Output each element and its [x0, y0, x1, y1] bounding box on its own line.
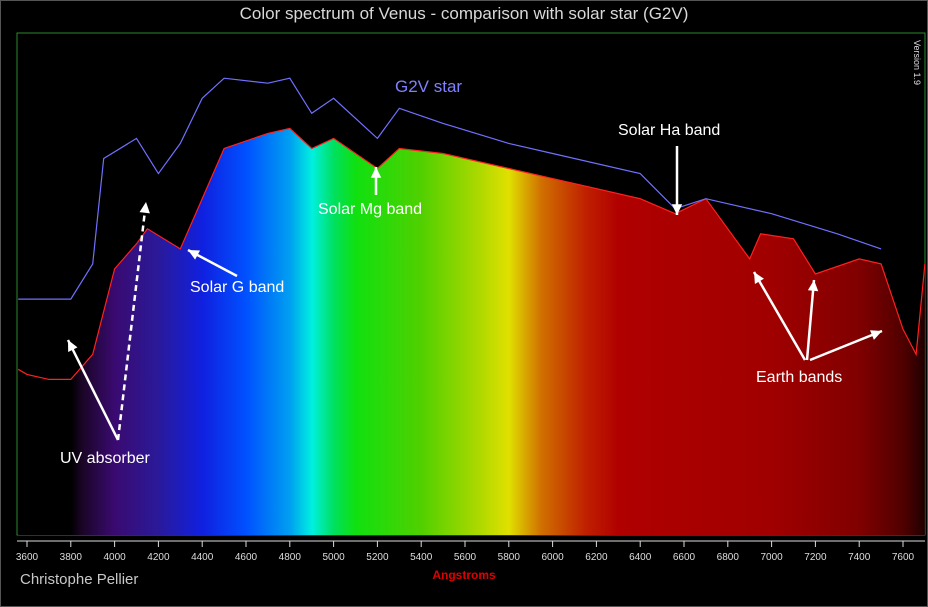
- arrow-solar-g-head: [188, 250, 200, 260]
- arrow-earth-band-1-head: [754, 272, 764, 284]
- x-tick-label: 6600: [673, 552, 696, 563]
- x-tick-label: 3800: [60, 552, 83, 563]
- x-tick-label: 7400: [848, 552, 871, 563]
- x-tick-label: 4600: [235, 552, 258, 563]
- arrow-earth-band-2: [805, 279, 816, 361]
- x-tick-label: 5800: [498, 552, 521, 563]
- x-tick-label: 4200: [147, 552, 170, 563]
- x-tick-label: 3600: [16, 552, 39, 563]
- arrow-uv-absorber: [66, 339, 120, 441]
- arrow-earth-band-1: [752, 271, 807, 361]
- arrow-uv-absorber-dashed-head: [139, 202, 150, 214]
- arrow-solar-mg-head: [370, 167, 382, 178]
- annotation-solar-ha: Solar Ha band: [618, 122, 721, 139]
- annotation-solar-mg: Solar Mg band: [318, 201, 423, 218]
- arrow-earth-band-3: [809, 329, 883, 362]
- author-credit: Christophe Pellier: [20, 571, 139, 588]
- x-tick-label: 5400: [410, 552, 433, 563]
- x-tick-label: 6200: [585, 552, 608, 563]
- x-tick-label: 4400: [191, 552, 214, 563]
- x-tick-label: 6000: [541, 552, 564, 563]
- chart-title: Color spectrum of Venus - comparison wit…: [239, 4, 689, 23]
- x-tick-label: 7600: [892, 552, 915, 563]
- x-tick-label: 4800: [279, 552, 302, 563]
- x-tick-label: 5200: [366, 552, 389, 563]
- x-tick-label: 6800: [717, 552, 740, 563]
- annotation-uv-absorber: UV absorber: [60, 450, 150, 467]
- x-axis-label: Angstroms: [432, 568, 496, 582]
- annotation-solar-g: Solar G band: [190, 279, 285, 296]
- software-version: Version 1.9: [912, 40, 922, 86]
- x-tick-label: 4000: [103, 552, 126, 563]
- x-tick-label: 6400: [629, 552, 652, 563]
- arrow-earth-band-3-head: [870, 330, 882, 340]
- x-tick-label: 5600: [454, 552, 477, 563]
- arrow-uv-absorber-head: [68, 340, 78, 352]
- annotation-earth-bands: Earth bands: [756, 369, 843, 386]
- x-tick-label: 7200: [804, 552, 827, 563]
- x-tick-label: 7000: [760, 552, 783, 563]
- annotation-g2v-star: G2V star: [395, 77, 463, 96]
- x-tick-label: 5000: [322, 552, 345, 563]
- series-line-venus: [17, 127, 926, 380]
- arrow-earth-band-2-head: [807, 280, 819, 292]
- arrow-solar-ha-head: [671, 204, 683, 215]
- spectrum-fill: [18, 128, 925, 535]
